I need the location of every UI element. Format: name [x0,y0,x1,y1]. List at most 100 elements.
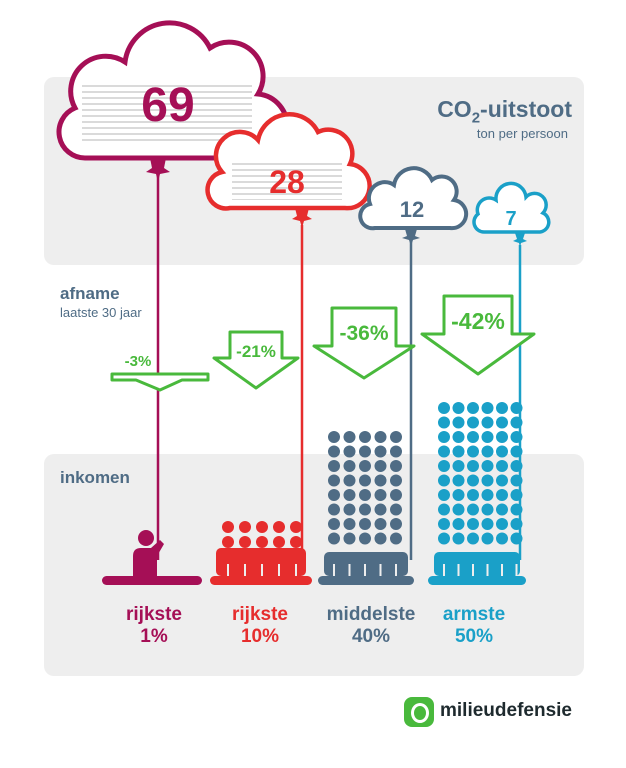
person-head [467,416,479,429]
person-head [374,503,387,516]
leg-gap [515,564,518,576]
person-head [467,489,479,501]
person-head [452,431,465,443]
person-head [467,532,479,545]
person-head [328,445,340,458]
person-head [510,474,523,487]
leg-gap [348,564,351,576]
chart-subtitle: ton per persoon [476,126,568,141]
person-head [273,521,285,533]
person-head [496,402,508,414]
person-head [481,518,494,530]
leg-gap [295,564,297,576]
person-head [481,474,494,487]
person-head [452,489,465,501]
person-head [481,503,494,516]
decrease-arrow-4 [420,294,536,376]
person-head [496,474,508,487]
person-head [452,503,465,516]
people-group-1 [102,530,202,585]
person-head [496,532,508,545]
person-head [481,532,494,545]
group-label-4: armste 50% [442,604,506,647]
person-head [222,536,234,548]
group-base [428,576,526,585]
decrease-arrow-2 [212,330,300,390]
person-head [359,431,371,443]
leg-gap [244,564,246,576]
leg-gap [333,564,335,576]
person-head [510,489,523,501]
person-head [438,489,450,501]
emission-value-1: 69 [141,79,194,132]
person-head [496,489,508,501]
decrease-value-3: -36% [339,322,388,345]
group-label-2: rijkste 10% [232,604,288,647]
emission-value-3: 12 [400,197,424,222]
person-head [343,460,356,472]
people-group-3 [318,431,414,585]
person-head [239,521,251,533]
leg-gap [278,564,280,576]
person-head [359,532,371,545]
person-head [481,489,494,501]
person-head [343,431,356,443]
cloud-2 [205,112,372,228]
person-head [481,431,494,443]
person-head [390,489,402,501]
person-head [510,416,523,429]
person-head [452,416,465,429]
cloud-3 [358,166,469,246]
person-head [390,518,402,530]
person-head [343,474,356,487]
person-head [510,402,523,414]
person-head [467,460,479,472]
person-head [452,445,465,458]
person-head [438,518,450,530]
group-label-3: middelste 40% [326,604,416,647]
person-head [328,431,340,443]
person-head [359,503,371,516]
person-head [390,431,402,443]
person-head [374,445,387,458]
person-head [452,518,465,530]
person-head [374,489,387,501]
person-head [239,536,251,548]
inkomen-label: inkomen [60,468,130,487]
person-head [496,503,508,516]
cloud-1 [56,20,290,182]
person-head [290,536,302,548]
person-head [390,503,402,516]
person-head [452,532,465,545]
person-head [374,518,387,530]
group-base [318,576,414,585]
leg-gap [227,564,229,576]
person-head [222,521,234,533]
person-head [481,460,494,472]
leg-gap [486,564,489,576]
person-head [343,532,356,545]
person-head [343,445,356,458]
person-head [256,536,268,548]
leg-gap [261,564,263,576]
person-head [374,431,387,443]
group-label-1: rijkste 1% [126,604,182,647]
people-group-2 [210,521,312,585]
person-head [290,521,302,533]
leg-gap [501,564,503,576]
decrease-arrow-1 [110,372,210,392]
person-head [343,518,356,530]
person-head [438,474,450,487]
person-head [452,402,465,414]
person-head [467,445,479,458]
person-head [374,460,387,472]
person-head [374,532,387,545]
person-head [359,445,371,458]
person-head [510,460,523,472]
leg-gap [395,564,397,576]
person-head [328,503,340,516]
person-head [374,474,387,487]
emission-value-4: 7 [505,208,516,230]
person-head [390,460,402,472]
leg-gap [364,564,366,576]
